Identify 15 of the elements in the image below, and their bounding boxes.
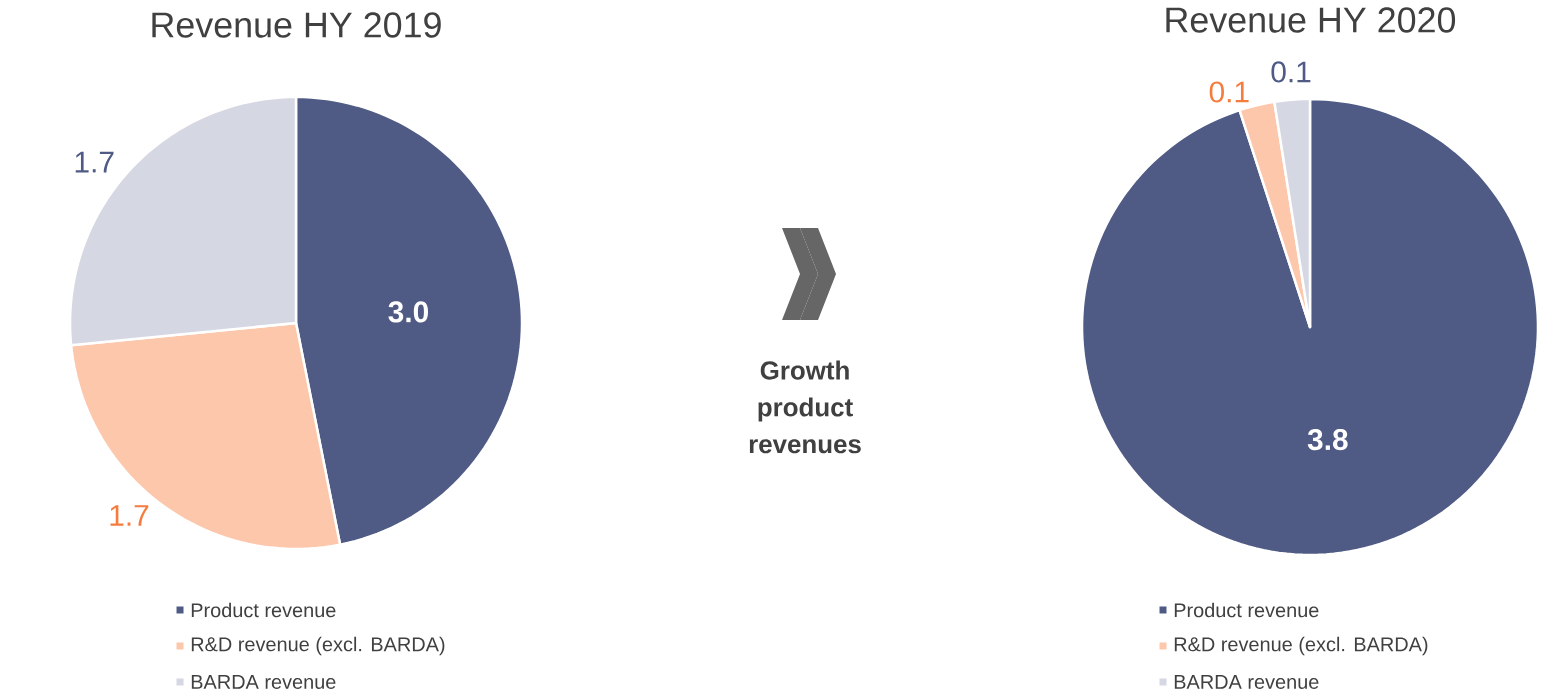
text: Growth product revenues	[749, 360, 861, 454]
legend-label: Product revenue	[191, 602, 336, 618]
data-label: 0.1	[1209, 81, 1249, 103]
legend-label: BARDA revenue	[1174, 675, 1319, 689]
legend-label: R&D revenue (excl. BARDA)	[1174, 636, 1428, 656]
legend-label: Product revenue	[1174, 602, 1319, 618]
data-label: 3.0	[388, 301, 429, 323]
data-label: 0.1	[1271, 61, 1311, 83]
data-label: 3.8	[1307, 428, 1348, 451]
chart-title: Revenue HY 2020	[1166, 7, 1456, 33]
chart-title: Revenue HY 2019	[152, 12, 441, 38]
legend-label: BARDA revenue	[191, 675, 336, 689]
data-label: 1.7	[75, 151, 114, 173]
legend-label: R&D revenue (excl. BARDA)	[191, 636, 445, 656]
data-label: 1.7	[110, 505, 149, 526]
